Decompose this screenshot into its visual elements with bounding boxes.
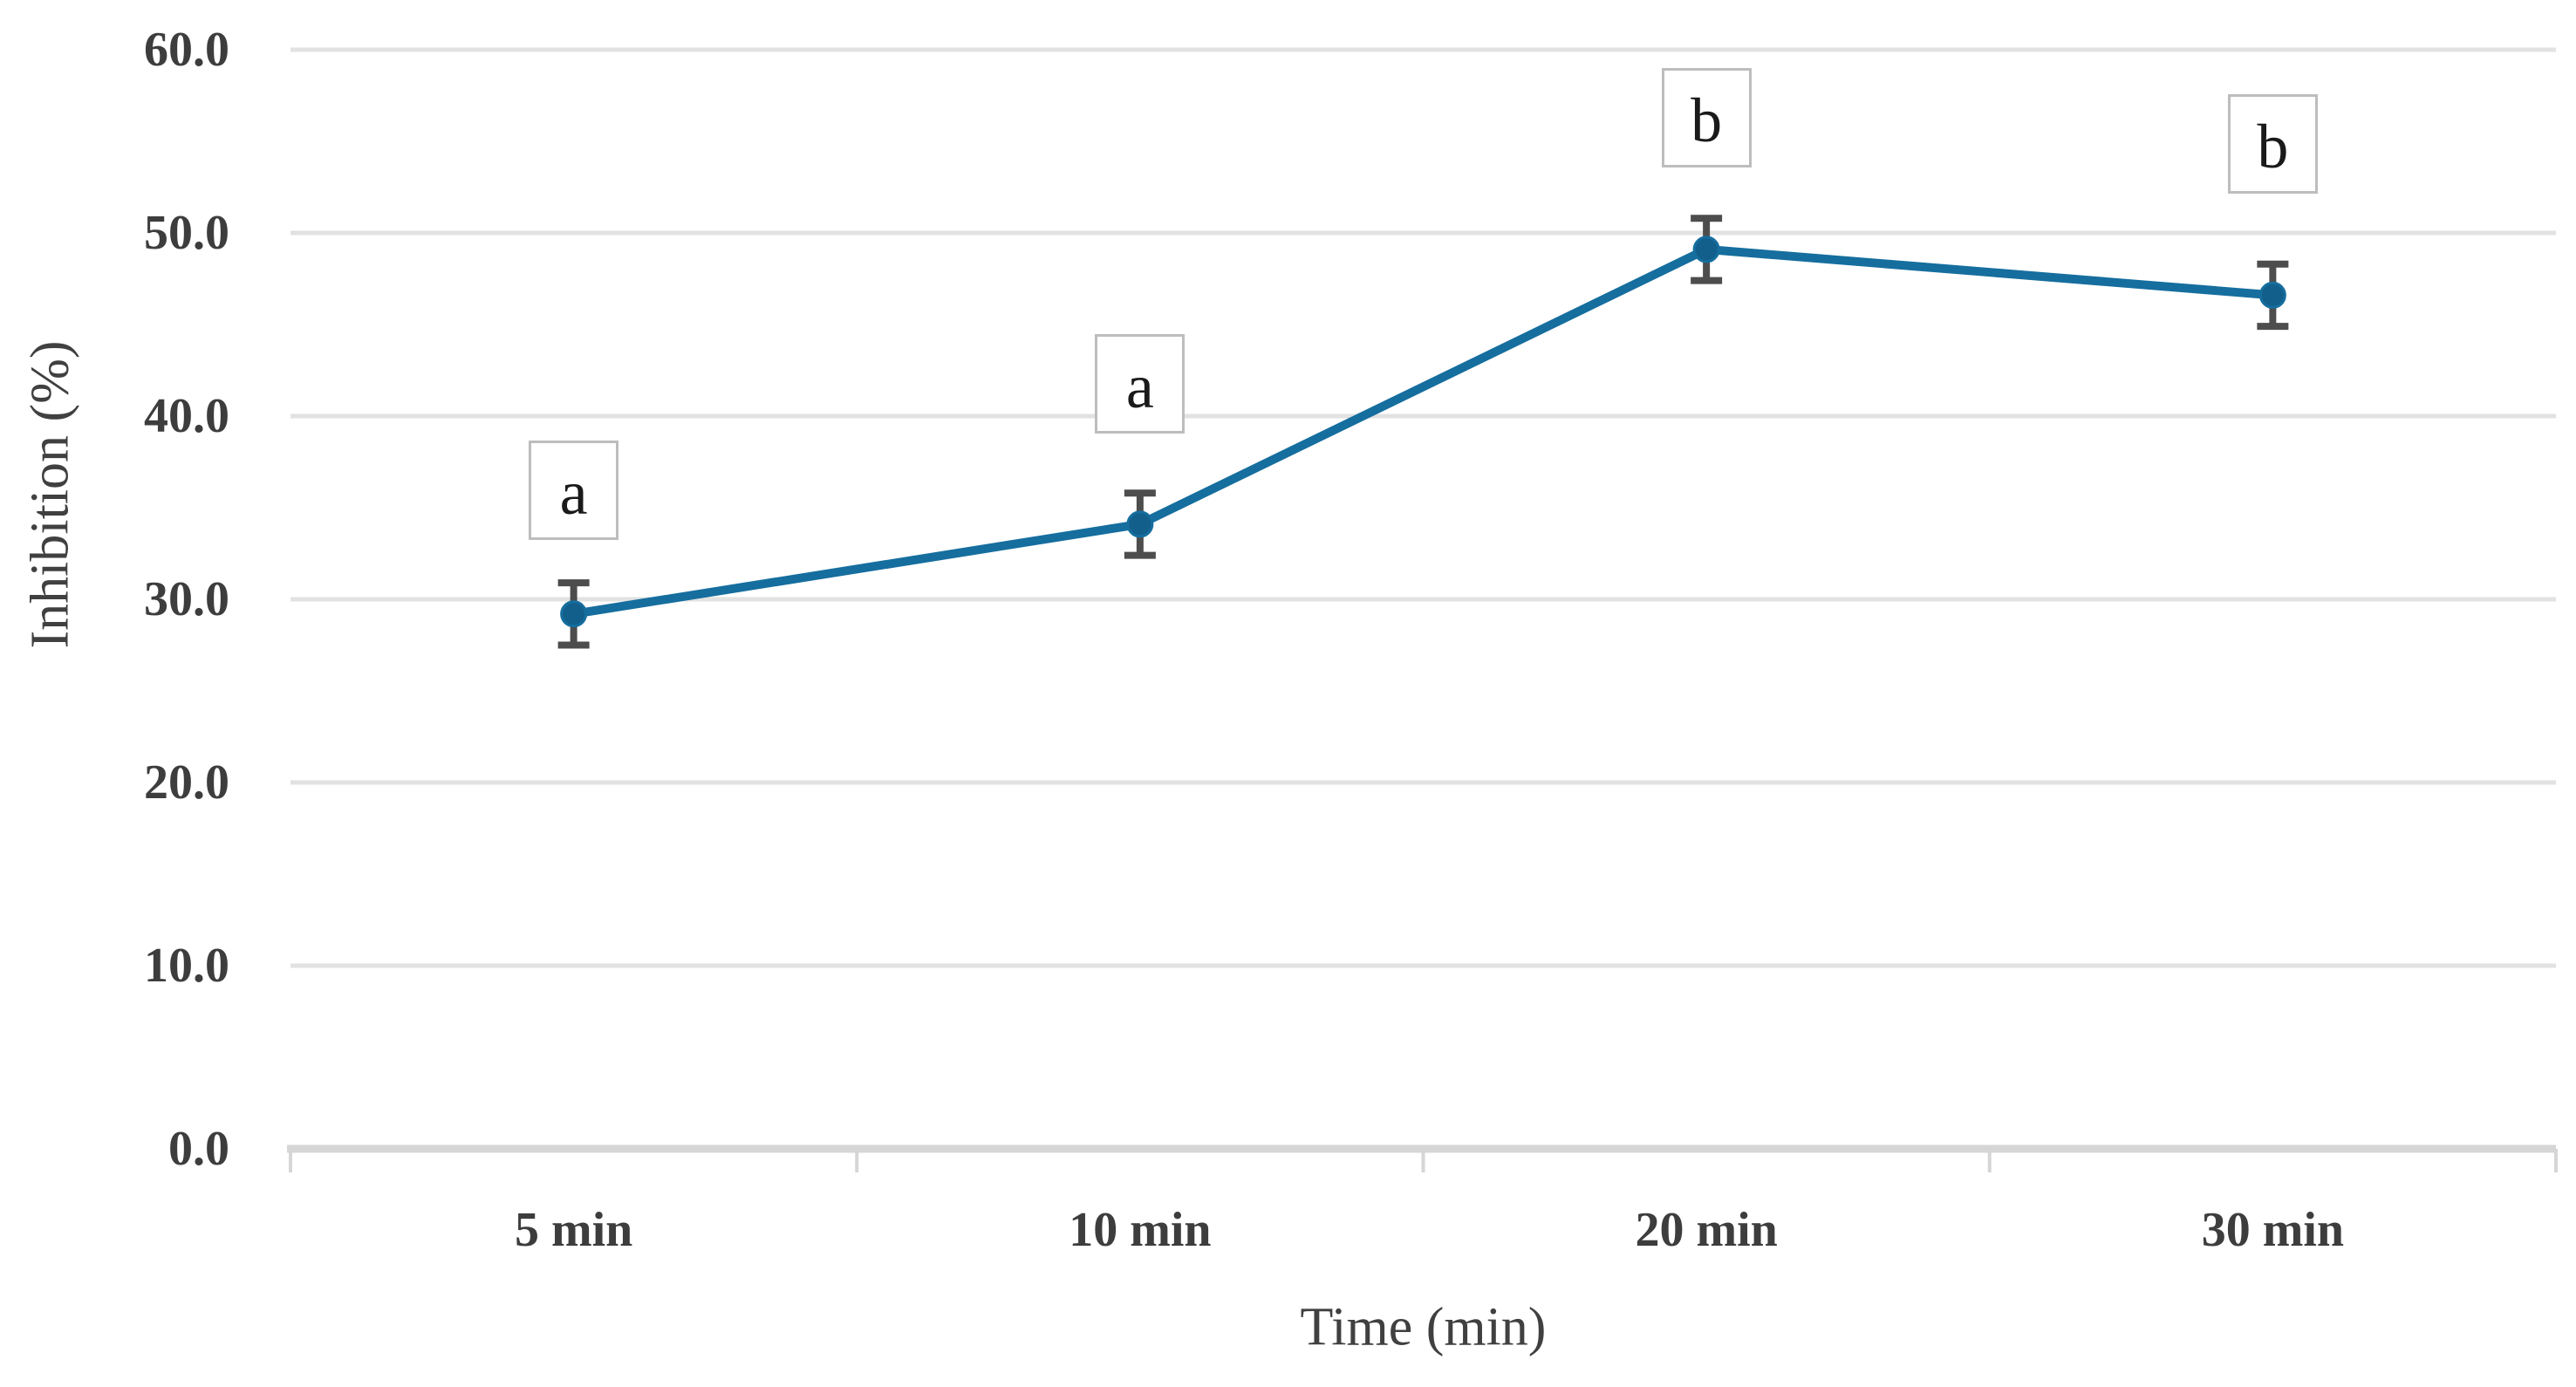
annotation-box: b xyxy=(2227,93,2318,194)
x-tick-label: 10 min xyxy=(1069,1203,1212,1257)
annotation-letter: a xyxy=(1125,352,1154,422)
y-tick-label: 0.0 xyxy=(168,1122,229,1176)
y-tick-label: 60.0 xyxy=(144,23,229,77)
annotation-letter: b xyxy=(1691,85,1723,156)
annotation-letter: b xyxy=(2257,111,2289,181)
data-point-marker xyxy=(560,600,588,628)
x-axis-title: Time (min) xyxy=(1300,1297,1547,1357)
data-point-marker xyxy=(2258,281,2286,309)
x-tick-label: 30 min xyxy=(2201,1203,2345,1257)
annotation-box: a xyxy=(529,441,619,541)
y-tick-label: 30.0 xyxy=(144,572,229,626)
data-point-marker xyxy=(1692,236,1720,263)
x-tick-label: 20 min xyxy=(1635,1203,1778,1257)
x-tick-label: 5 min xyxy=(514,1203,633,1257)
data-point-marker xyxy=(1126,510,1154,538)
y-axis-title: Inhibition (%) xyxy=(20,340,80,649)
y-tick-label: 50.0 xyxy=(144,206,229,260)
y-tick-label: 20.0 xyxy=(144,755,229,810)
annotation-box: a xyxy=(1095,334,1186,434)
y-tick-label: 10.0 xyxy=(144,939,229,993)
y-tick-label: 40.0 xyxy=(144,389,229,443)
annotation-letter: a xyxy=(559,458,588,529)
annotation-box: b xyxy=(1661,68,1752,168)
series-line xyxy=(569,244,2278,618)
